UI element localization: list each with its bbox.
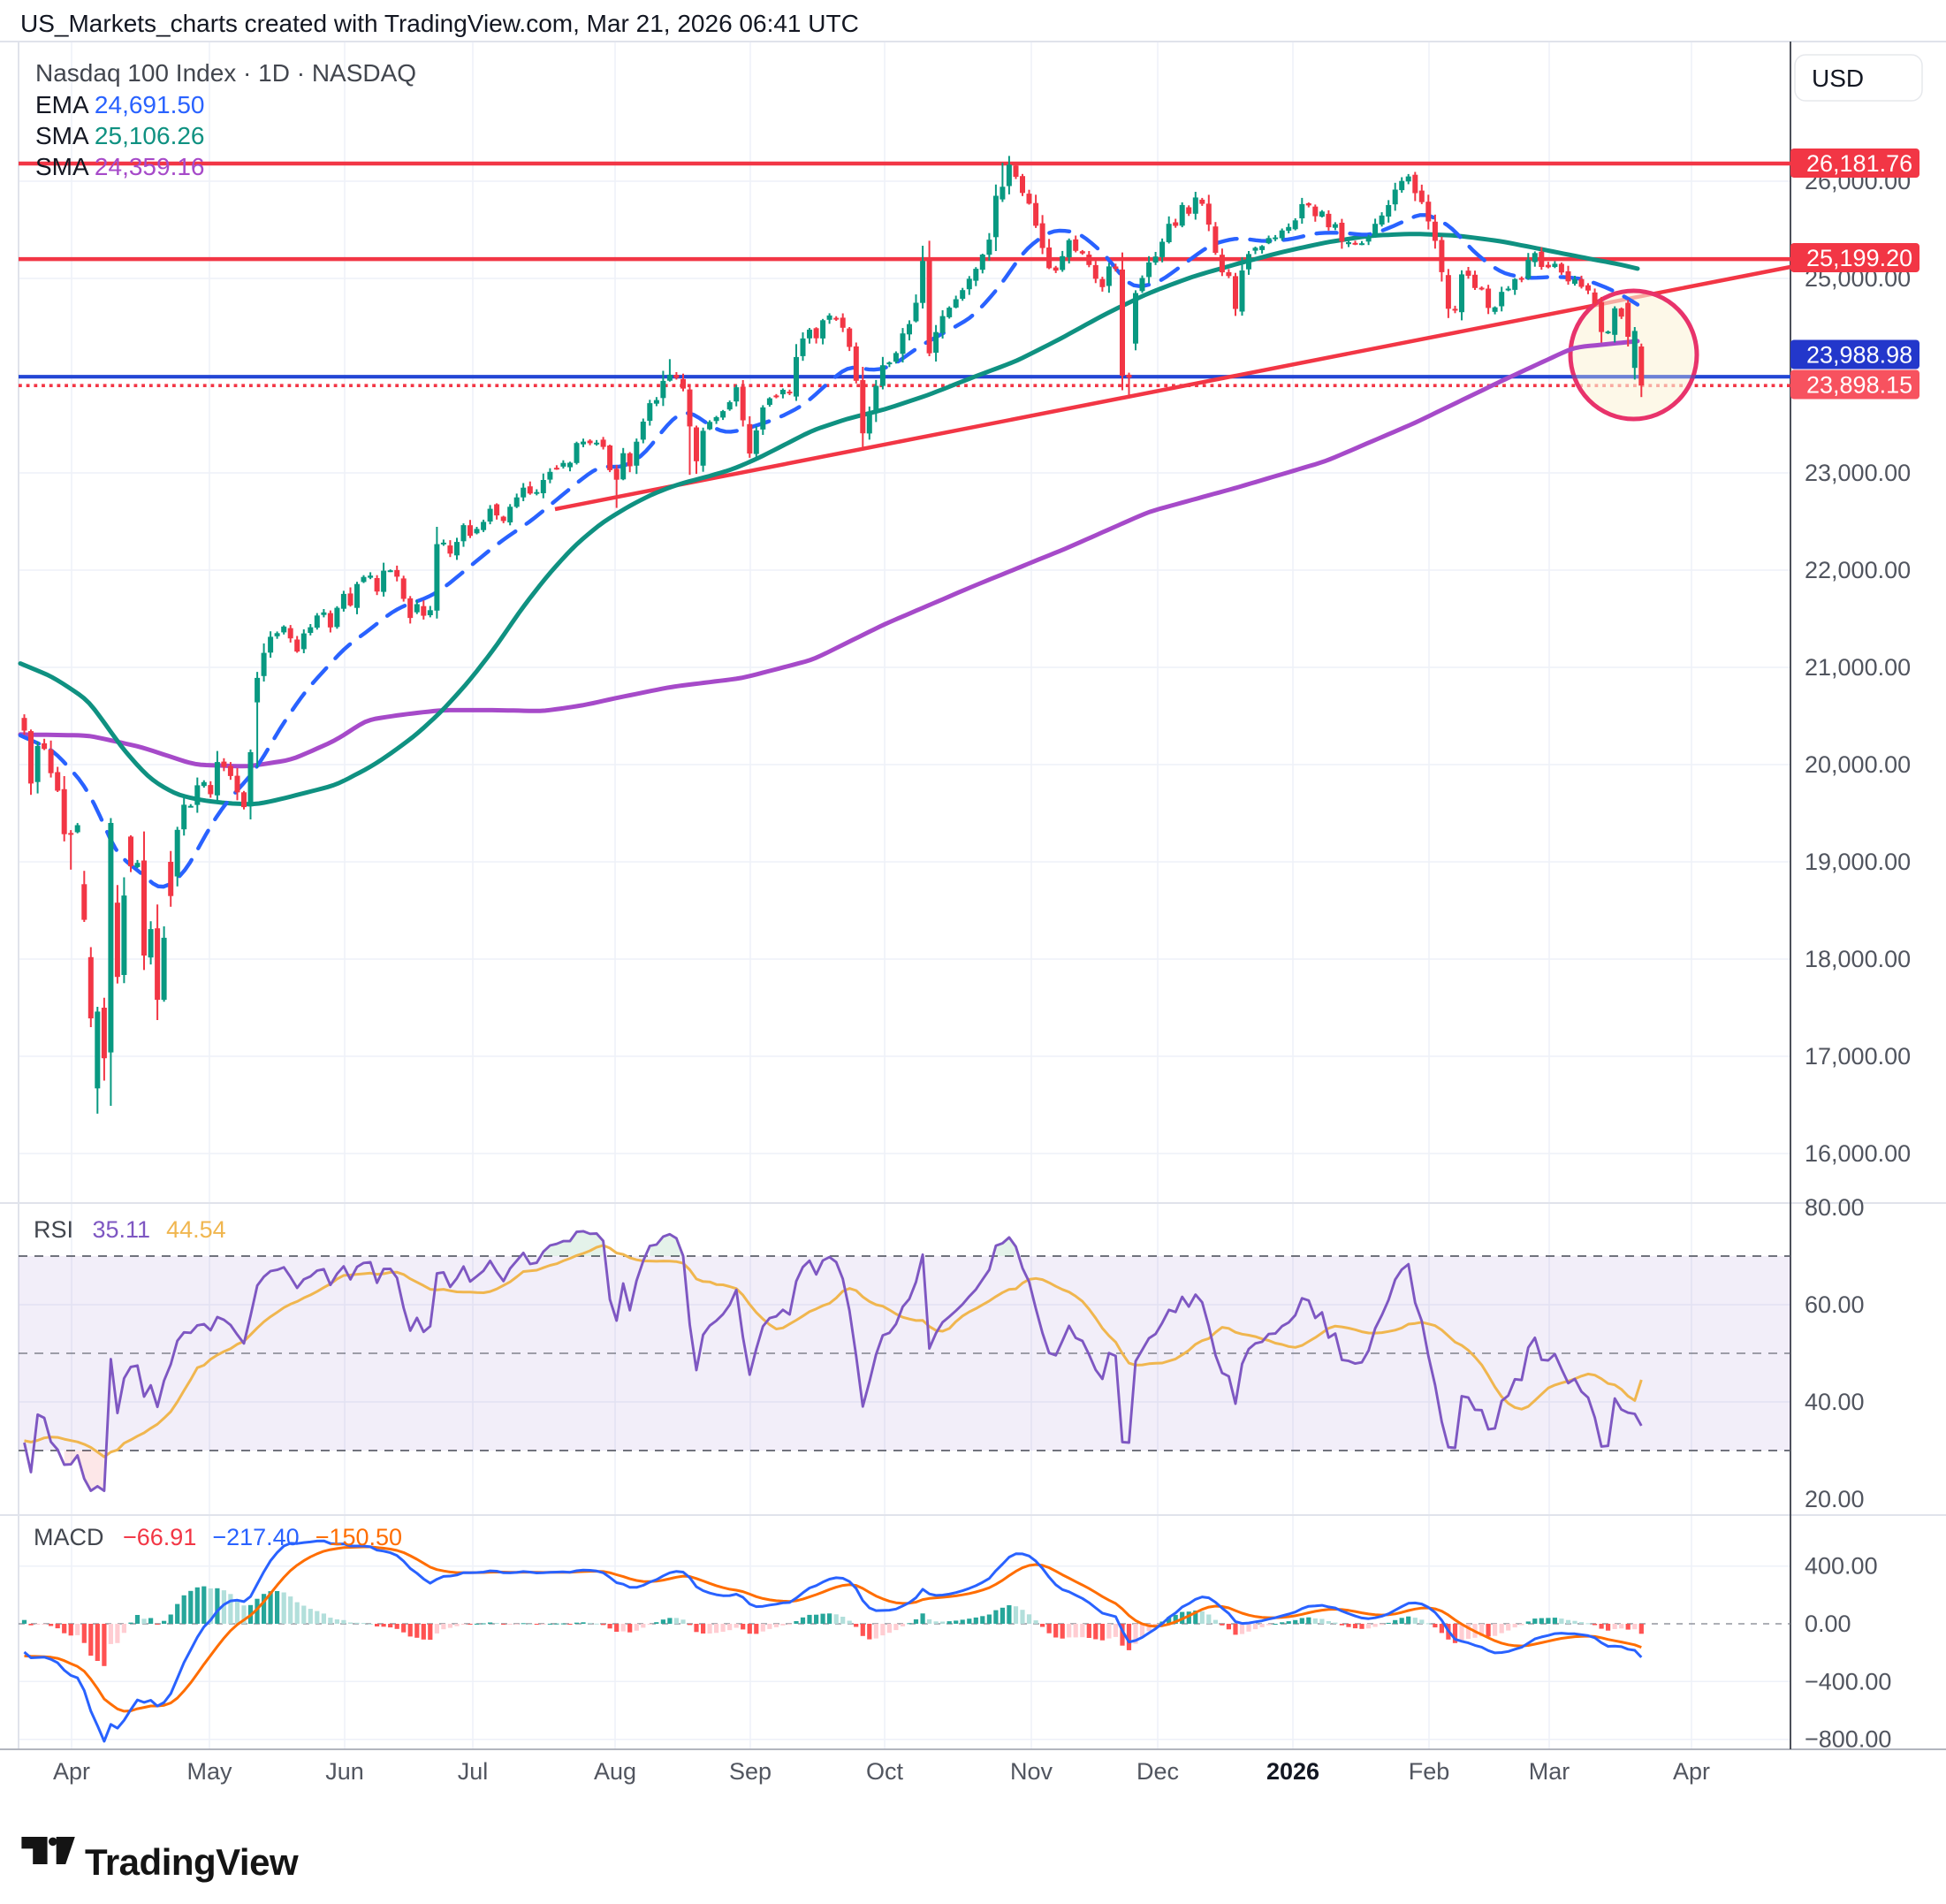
svg-text:16,000.00: 16,000.00 [1805,1140,1911,1167]
svg-text:Sep: Sep [729,1758,772,1785]
svg-text:Apr: Apr [53,1758,90,1785]
svg-text:23,000.00: 23,000.00 [1805,460,1911,486]
svg-text:22,000.00: 22,000.00 [1805,557,1911,583]
svg-text:19,000.00: 19,000.00 [1805,849,1911,875]
svg-text:2026: 2026 [1266,1758,1319,1785]
svg-text:SMA 24,359.16: SMA 24,359.16 [35,153,205,180]
svg-text:Nov: Nov [1010,1758,1053,1785]
svg-text:−400.00: −400.00 [1805,1668,1891,1695]
svg-text:Aug: Aug [594,1758,636,1785]
svg-text:60.00: 60.00 [1805,1291,1865,1318]
svg-text:Jun: Jun [325,1758,364,1785]
svg-text:80.00: 80.00 [1805,1194,1865,1221]
svg-text:40.00: 40.00 [1805,1389,1865,1415]
svg-text:MACD −66.91−217.40−150.50: MACD −66.91 −217.40 −150.50 [34,1524,402,1550]
svg-text:17,000.00: 17,000.00 [1805,1043,1911,1070]
svg-text:Jul: Jul [458,1758,489,1785]
svg-text:18,000.00: 18,000.00 [1805,946,1911,972]
svg-text:TradingView: TradingView [85,1841,299,1883]
svg-text:21,000.00: 21,000.00 [1805,654,1911,681]
svg-text:20,000.00: 20,000.00 [1805,751,1911,778]
svg-text:May: May [186,1758,232,1785]
svg-text:USD: USD [1812,65,1864,92]
svg-text:0.00: 0.00 [1805,1611,1851,1637]
svg-text:Apr: Apr [1673,1758,1710,1785]
svg-text:Dec: Dec [1136,1758,1179,1785]
svg-text:20.00: 20.00 [1805,1486,1865,1512]
svg-text:Oct: Oct [866,1758,904,1785]
svg-text:25,199.20: 25,199.20 [1806,245,1912,271]
svg-text:Nasdaq 100 Index · 1D · NASDAQ: Nasdaq 100 Index · 1D · NASDAQ [35,59,416,87]
svg-text:26,181.76: 26,181.76 [1806,150,1912,177]
svg-text:Mar: Mar [1529,1758,1570,1785]
svg-text:−800.00: −800.00 [1805,1726,1891,1753]
svg-text:Feb: Feb [1409,1758,1450,1785]
svg-text:SMA 25,106.26: SMA 25,106.26 [35,122,205,149]
svg-text:23,898.15: 23,898.15 [1806,372,1912,399]
svg-text:400.00: 400.00 [1805,1553,1878,1580]
svg-text:EMA 24,691.50: EMA 24,691.50 [35,91,205,118]
svg-text:23,988.98: 23,988.98 [1806,342,1912,369]
svg-text:US_Markets_charts created with: US_Markets_charts created with TradingVi… [20,10,859,37]
